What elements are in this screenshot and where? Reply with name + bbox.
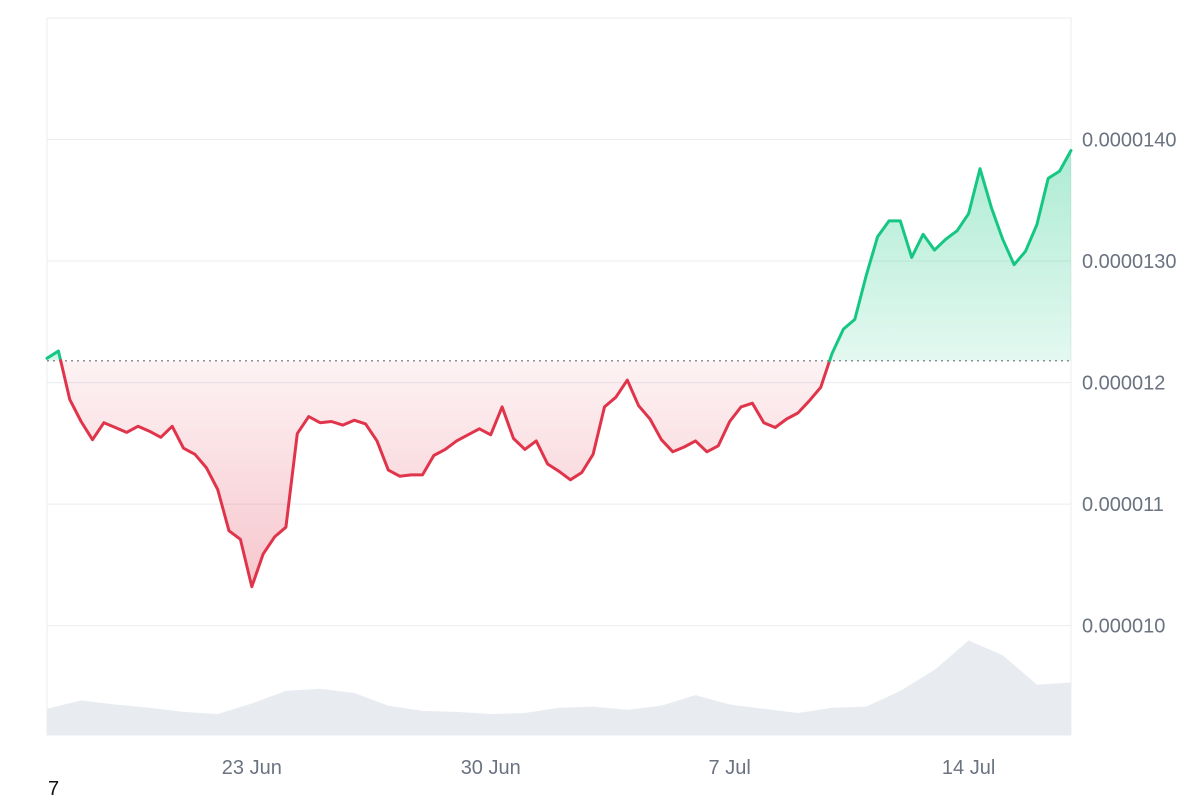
x-tick-label-2: 7 Jul — [709, 757, 751, 779]
corner-label: 7 — [48, 778, 60, 800]
y-tick-label-1: 0.0000130 — [1082, 251, 1177, 273]
down-fill-1 — [60, 360, 830, 587]
volume-area-shape — [47, 640, 1071, 735]
price-fill — [47, 150, 1071, 587]
x-tick-label-0: 23 Jun — [222, 757, 282, 779]
price-line — [45, 149, 1073, 589]
y-tick-label-3: 0.000011 — [1082, 494, 1164, 516]
volume-area — [47, 640, 1071, 735]
x-tick-label-3: 14 Jul — [942, 757, 995, 779]
y-axis-ticks: 0.0000140 0.0000130 0.000012 0.000011 0.0000… — [1082, 130, 1177, 638]
y-tick-label-4: 0.000010 — [1082, 616, 1165, 638]
up-line-0 — [45, 349, 63, 363]
y-tick-label-0: 0.0000140 — [1082, 130, 1177, 152]
down-line-1 — [59, 359, 832, 589]
y-tick-label-2: 0.000012 — [1082, 373, 1165, 395]
up-fill-2 — [829, 150, 1071, 361]
x-axis-ticks: 23 Jun 30 Jun 7 Jul 14 Jul — [222, 757, 996, 779]
up-line-2 — [828, 149, 1073, 363]
x-tick-label-1: 30 Jun — [461, 757, 521, 779]
